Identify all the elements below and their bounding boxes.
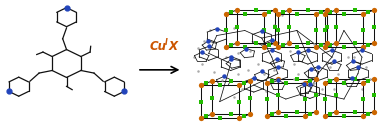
Text: I: I <box>165 38 168 47</box>
Text: Cu: Cu <box>150 40 167 53</box>
Text: X: X <box>168 40 177 53</box>
